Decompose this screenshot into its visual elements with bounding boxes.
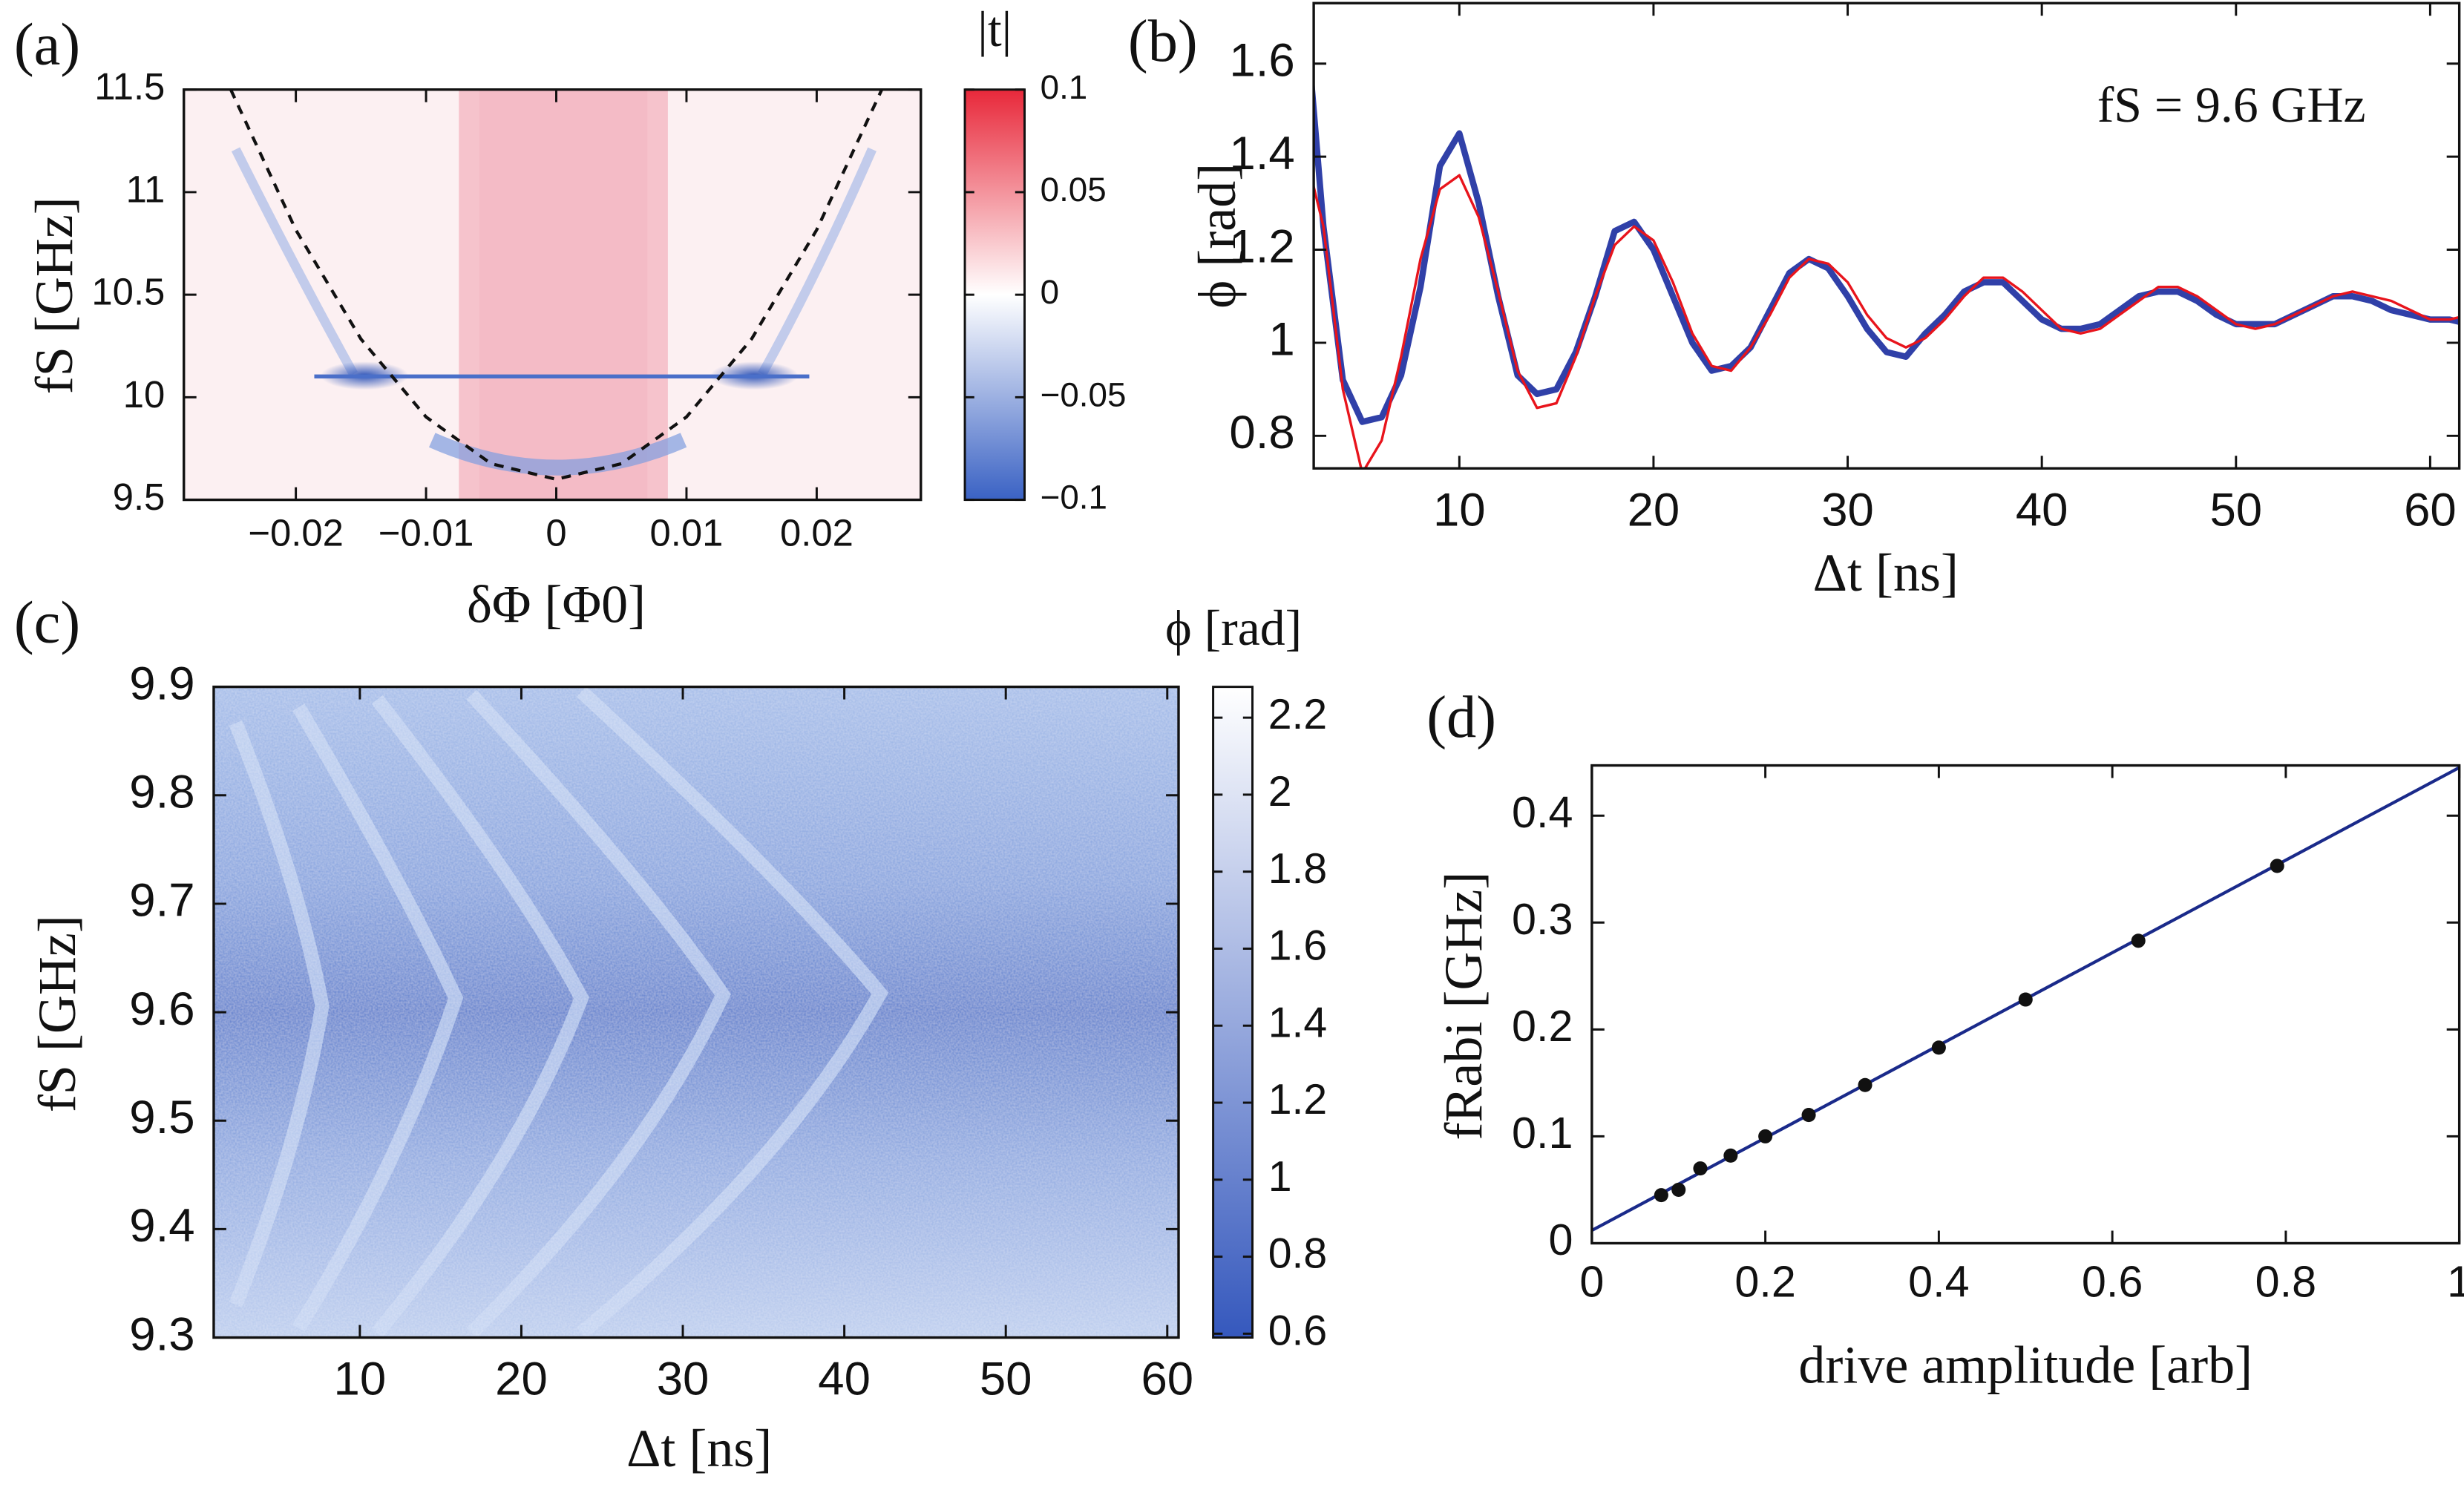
panel-label: (a) bbox=[14, 11, 80, 77]
x-tick-label: 10 bbox=[334, 1353, 387, 1405]
overlay-line bbox=[229, 89, 884, 482]
x-tick-label: 0.6 bbox=[2082, 1256, 2143, 1306]
colorbar-tick-label: 0 bbox=[1041, 273, 1059, 311]
x-tick-label: 0 bbox=[1579, 1256, 1604, 1306]
colorbar bbox=[1212, 686, 1254, 1339]
series-line bbox=[1314, 72, 2460, 425]
data-point bbox=[1671, 1182, 1686, 1197]
y-tick-label: 9.5 bbox=[113, 476, 166, 518]
x-tick-label: 40 bbox=[818, 1353, 871, 1405]
x-tick-label: 50 bbox=[2209, 483, 2262, 536]
x-tick-label: 0.2 bbox=[1734, 1256, 1795, 1306]
y-tick-label: 10.5 bbox=[91, 271, 165, 313]
x-tick-label: −0.01 bbox=[379, 511, 474, 554]
y-tick-label: 0.3 bbox=[1512, 894, 1573, 944]
axes-frame bbox=[1312, 1, 2461, 470]
x-tick-label: 0 bbox=[545, 511, 566, 554]
x-tick-label: 20 bbox=[495, 1353, 548, 1405]
y-axis-label: fRabi [GHz] bbox=[1434, 872, 1493, 1141]
y-tick-label: 0.2 bbox=[1512, 1001, 1573, 1051]
panel-label: (b) bbox=[1128, 8, 1198, 74]
heatmap-c bbox=[213, 686, 1179, 1339]
plot-area bbox=[229, 89, 884, 482]
x-tick-label: −0.02 bbox=[248, 511, 344, 554]
x-tick-label: 40 bbox=[2016, 483, 2068, 536]
y-tick-label: 11 bbox=[126, 168, 166, 210]
y-axis-label: fS [GHz] bbox=[24, 197, 84, 394]
y-tick-label: 9.7 bbox=[129, 874, 194, 927]
data-point bbox=[1931, 1040, 1946, 1055]
x-tick-label: 20 bbox=[1628, 483, 1680, 536]
colorbar-tick-label: 2 bbox=[1268, 768, 1292, 815]
colorbar-label: |t| bbox=[977, 1, 1012, 57]
panel-label: (d) bbox=[1426, 684, 1496, 750]
colorbar-tick-label: 0.8 bbox=[1268, 1230, 1327, 1278]
data-point bbox=[1858, 1077, 1872, 1092]
y-tick-label: 1.6 bbox=[1229, 34, 1294, 87]
y-tick-label: 0 bbox=[1548, 1215, 1573, 1264]
y-tick-label: 11.5 bbox=[94, 65, 165, 108]
y-tick-label: 9.3 bbox=[129, 1307, 194, 1360]
y-tick-label: 9.8 bbox=[129, 766, 194, 818]
y-tick-label: 9.6 bbox=[129, 982, 194, 1035]
data-point bbox=[2270, 859, 2284, 873]
annotation: fS = 9.6 GHz bbox=[2097, 77, 2366, 133]
data-point bbox=[2131, 933, 2146, 948]
x-tick-label: 0.8 bbox=[2255, 1256, 2316, 1306]
data-point bbox=[1654, 1188, 1668, 1203]
x-tick-label: 60 bbox=[2404, 483, 2457, 536]
colorbar-tick-label: −0.05 bbox=[1041, 375, 1127, 413]
colorbar-tick-label: 0.1 bbox=[1041, 68, 1088, 106]
x-axis-label: δΦ [Φ0] bbox=[467, 574, 646, 634]
data-point bbox=[1758, 1129, 1773, 1143]
data-point bbox=[2018, 992, 2033, 1007]
x-tick-label: 30 bbox=[1821, 483, 1874, 536]
y-tick-label: 9.5 bbox=[129, 1091, 194, 1143]
colorbar-label: ϕ [rad] bbox=[1165, 600, 1302, 656]
colorbar-tick-label: 2.2 bbox=[1268, 691, 1327, 738]
y-tick-label: 0.4 bbox=[1512, 787, 1573, 837]
y-tick-label: 1 bbox=[1268, 313, 1294, 366]
x-tick-label: 0.4 bbox=[1908, 1256, 1969, 1306]
y-tick-label: 0.1 bbox=[1512, 1108, 1573, 1158]
colorbar-tick-label: 0.6 bbox=[1268, 1307, 1327, 1354]
colorbar-tick-label: 1.8 bbox=[1268, 845, 1327, 893]
y-tick-label: 0.8 bbox=[1229, 406, 1294, 459]
x-tick-label: 10 bbox=[1433, 483, 1486, 536]
colorbar-tick-label: −0.1 bbox=[1041, 479, 1107, 516]
data-point bbox=[1723, 1148, 1738, 1163]
panel-label: (c) bbox=[14, 590, 80, 656]
colorbar-tick-label: 0.05 bbox=[1041, 171, 1107, 209]
y-tick-label: 9.9 bbox=[129, 657, 194, 709]
plot-area bbox=[1314, 72, 2460, 469]
colorbar bbox=[963, 88, 1026, 502]
axes-frame bbox=[1590, 764, 2461, 1245]
data-point bbox=[1693, 1161, 1708, 1176]
colorbar-tick-label: 1.6 bbox=[1268, 922, 1327, 970]
y-axis-label: fS [GHz] bbox=[27, 915, 87, 1112]
y-axis-label: ϕ [rad] bbox=[1187, 163, 1247, 309]
x-axis-label: Δt [ns] bbox=[626, 1419, 772, 1478]
x-axis-label: drive amplitude [arb] bbox=[1798, 1336, 2252, 1395]
x-tick-label: 50 bbox=[980, 1353, 1032, 1405]
y-tick-label: 10 bbox=[123, 373, 166, 416]
heatmap-a bbox=[183, 89, 921, 500]
series-line bbox=[1314, 174, 2460, 469]
data-point bbox=[1801, 1108, 1816, 1123]
x-tick-label: 60 bbox=[1141, 1353, 1193, 1405]
x-tick-label: 1 bbox=[2447, 1256, 2464, 1306]
x-tick-label: 0.02 bbox=[780, 511, 853, 554]
y-tick-label: 1.2 bbox=[1229, 220, 1294, 272]
colorbar-tick-label: 1 bbox=[1268, 1153, 1292, 1201]
colorbar-tick-label: 1.2 bbox=[1268, 1076, 1327, 1123]
colorbar-tick-label: 1.4 bbox=[1268, 999, 1327, 1046]
y-tick-label: 9.4 bbox=[129, 1199, 194, 1252]
y-tick-label: 1.4 bbox=[1229, 127, 1294, 180]
x-axis-label: Δt [ns] bbox=[1813, 543, 1959, 603]
x-tick-label: 0.01 bbox=[650, 511, 724, 554]
plot-area bbox=[1591, 766, 2460, 1233]
x-tick-label: 30 bbox=[657, 1353, 710, 1405]
